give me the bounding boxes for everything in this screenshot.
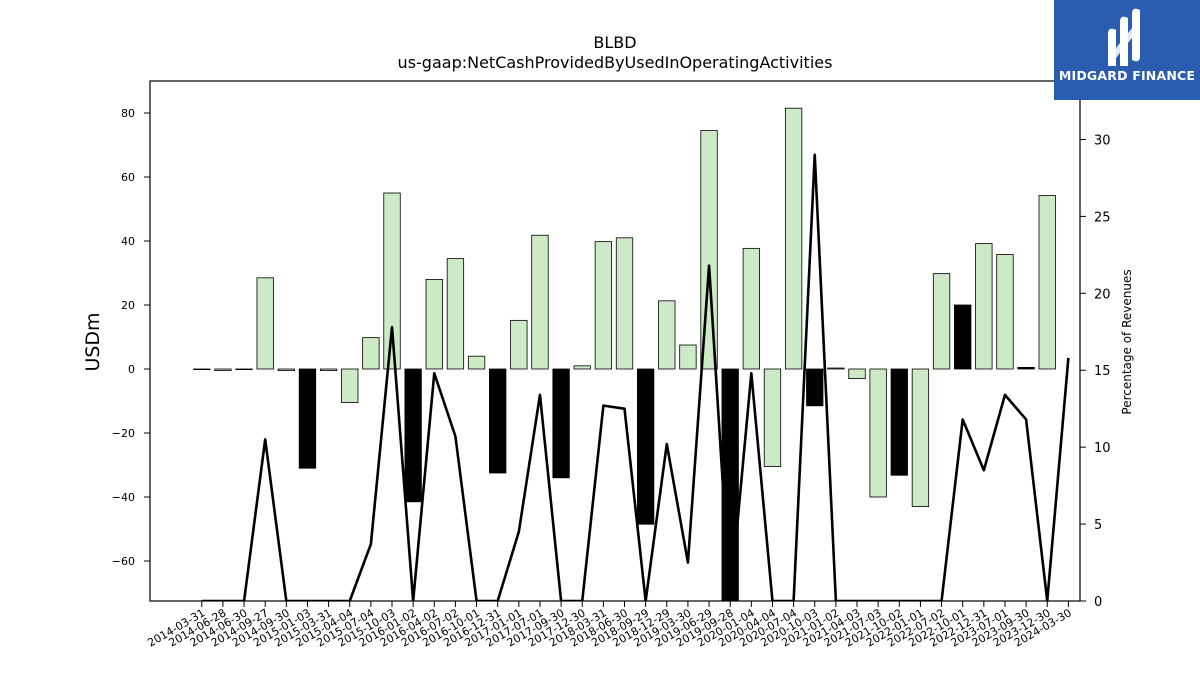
bar-2017-09-30 [552, 368, 570, 479]
bar-2018-06-30 [615, 237, 634, 370]
plot-frame [149, 80, 1081, 602]
bar-2015-04-04 [341, 368, 359, 403]
y2-axis-label: Percentage of Revenues [1120, 269, 1134, 414]
bar-2023-07-01 [996, 254, 1014, 370]
bar-2017-07-01 [531, 234, 549, 370]
bar-2020-10-03 [806, 368, 824, 407]
y2-tick-label: 0 [1094, 595, 1102, 610]
line-layer [201, 153, 1070, 601]
bar-2017-12-30 [573, 365, 591, 370]
logo-text: MIDGARD FINANCE [1058, 68, 1196, 83]
bar-2018-12-29 [658, 300, 676, 370]
chart-subtitle: us-gaap:NetCashProvidedByUsedInOperating… [398, 53, 833, 72]
bar-2021-04-03 [848, 368, 866, 380]
chart-title: BLBD [593, 33, 636, 52]
bar-2022-10-01 [954, 304, 972, 370]
y-tick-label: 20 [121, 299, 135, 312]
bar-2020-01-04 [742, 247, 760, 370]
bar-2022-12-31 [975, 243, 993, 370]
bar-2020-07-04 [784, 107, 803, 370]
y2-tick-label: 5 [1094, 518, 1102, 533]
y2-tick-label: 25 [1094, 210, 1111, 225]
y-axis-left: −60 −40 −20 0 20 40 60 80 [112, 107, 150, 568]
bar-2023-09-30 [1017, 366, 1035, 370]
bar-2015-03-31 [319, 368, 338, 372]
y2-tick-label: 10 [1094, 441, 1111, 456]
y-tick-label: −60 [112, 555, 135, 568]
x-axis: 2014-03-312014-06-282014-06-302014-09-27… [145, 601, 1074, 650]
y-tick-label: 60 [121, 171, 135, 184]
y-tick-label: 80 [121, 107, 135, 120]
bar-2016-01-02 [404, 368, 422, 503]
bar-2014-09-30 [277, 368, 295, 372]
y-tick-label: −20 [112, 427, 135, 440]
bar-2019-03-30 [679, 344, 697, 370]
y2-tick-label: 15 [1094, 364, 1111, 379]
bars-layer [193, 107, 1056, 601]
y-axis-right: 0 5 10 15 20 25 30 [1080, 133, 1111, 610]
bar-2018-09-29 [637, 368, 655, 525]
y-tick-label: 40 [121, 235, 135, 248]
bar-2014-03-31 [193, 368, 211, 371]
bar-2018-03-31 [594, 241, 613, 370]
bar-2015-01-03 [298, 368, 317, 469]
bar-2022-07-02 [932, 273, 951, 370]
bar-2014-06-28 [214, 368, 232, 372]
y-axis-label: USDm [82, 312, 104, 371]
bar-2014-06-30 [235, 368, 253, 371]
y2-tick-label: 20 [1094, 287, 1111, 302]
bar-2021-07-03 [869, 368, 887, 498]
bar-2015-07-04 [362, 337, 380, 370]
bar-2016-07-02 [446, 258, 465, 370]
midgard-finance-logo: MIDGARD FINANCE [1054, 0, 1200, 100]
percentage-line [201, 153, 1070, 601]
bar-2020-04-04 [763, 368, 782, 467]
y2-tick-label: 30 [1094, 133, 1111, 148]
bar-2021-10-02 [890, 368, 908, 476]
bar-2017-01-01 [510, 319, 528, 370]
bar-2014-09-27 [256, 277, 274, 370]
bar-2016-10-01 [467, 355, 486, 370]
midgard-m-icon [1108, 8, 1140, 67]
bar-2016-04-02 [425, 278, 443, 370]
bar-2021-01-02 [827, 367, 845, 370]
bar-2016-12-31 [489, 368, 507, 474]
bar-2022-01-01 [911, 368, 930, 508]
y-tick-label: −40 [112, 491, 135, 504]
y-tick-label: 0 [128, 363, 135, 376]
bar-2023-12-30 [1038, 195, 1056, 370]
bar-2015-10-03 [383, 192, 401, 370]
